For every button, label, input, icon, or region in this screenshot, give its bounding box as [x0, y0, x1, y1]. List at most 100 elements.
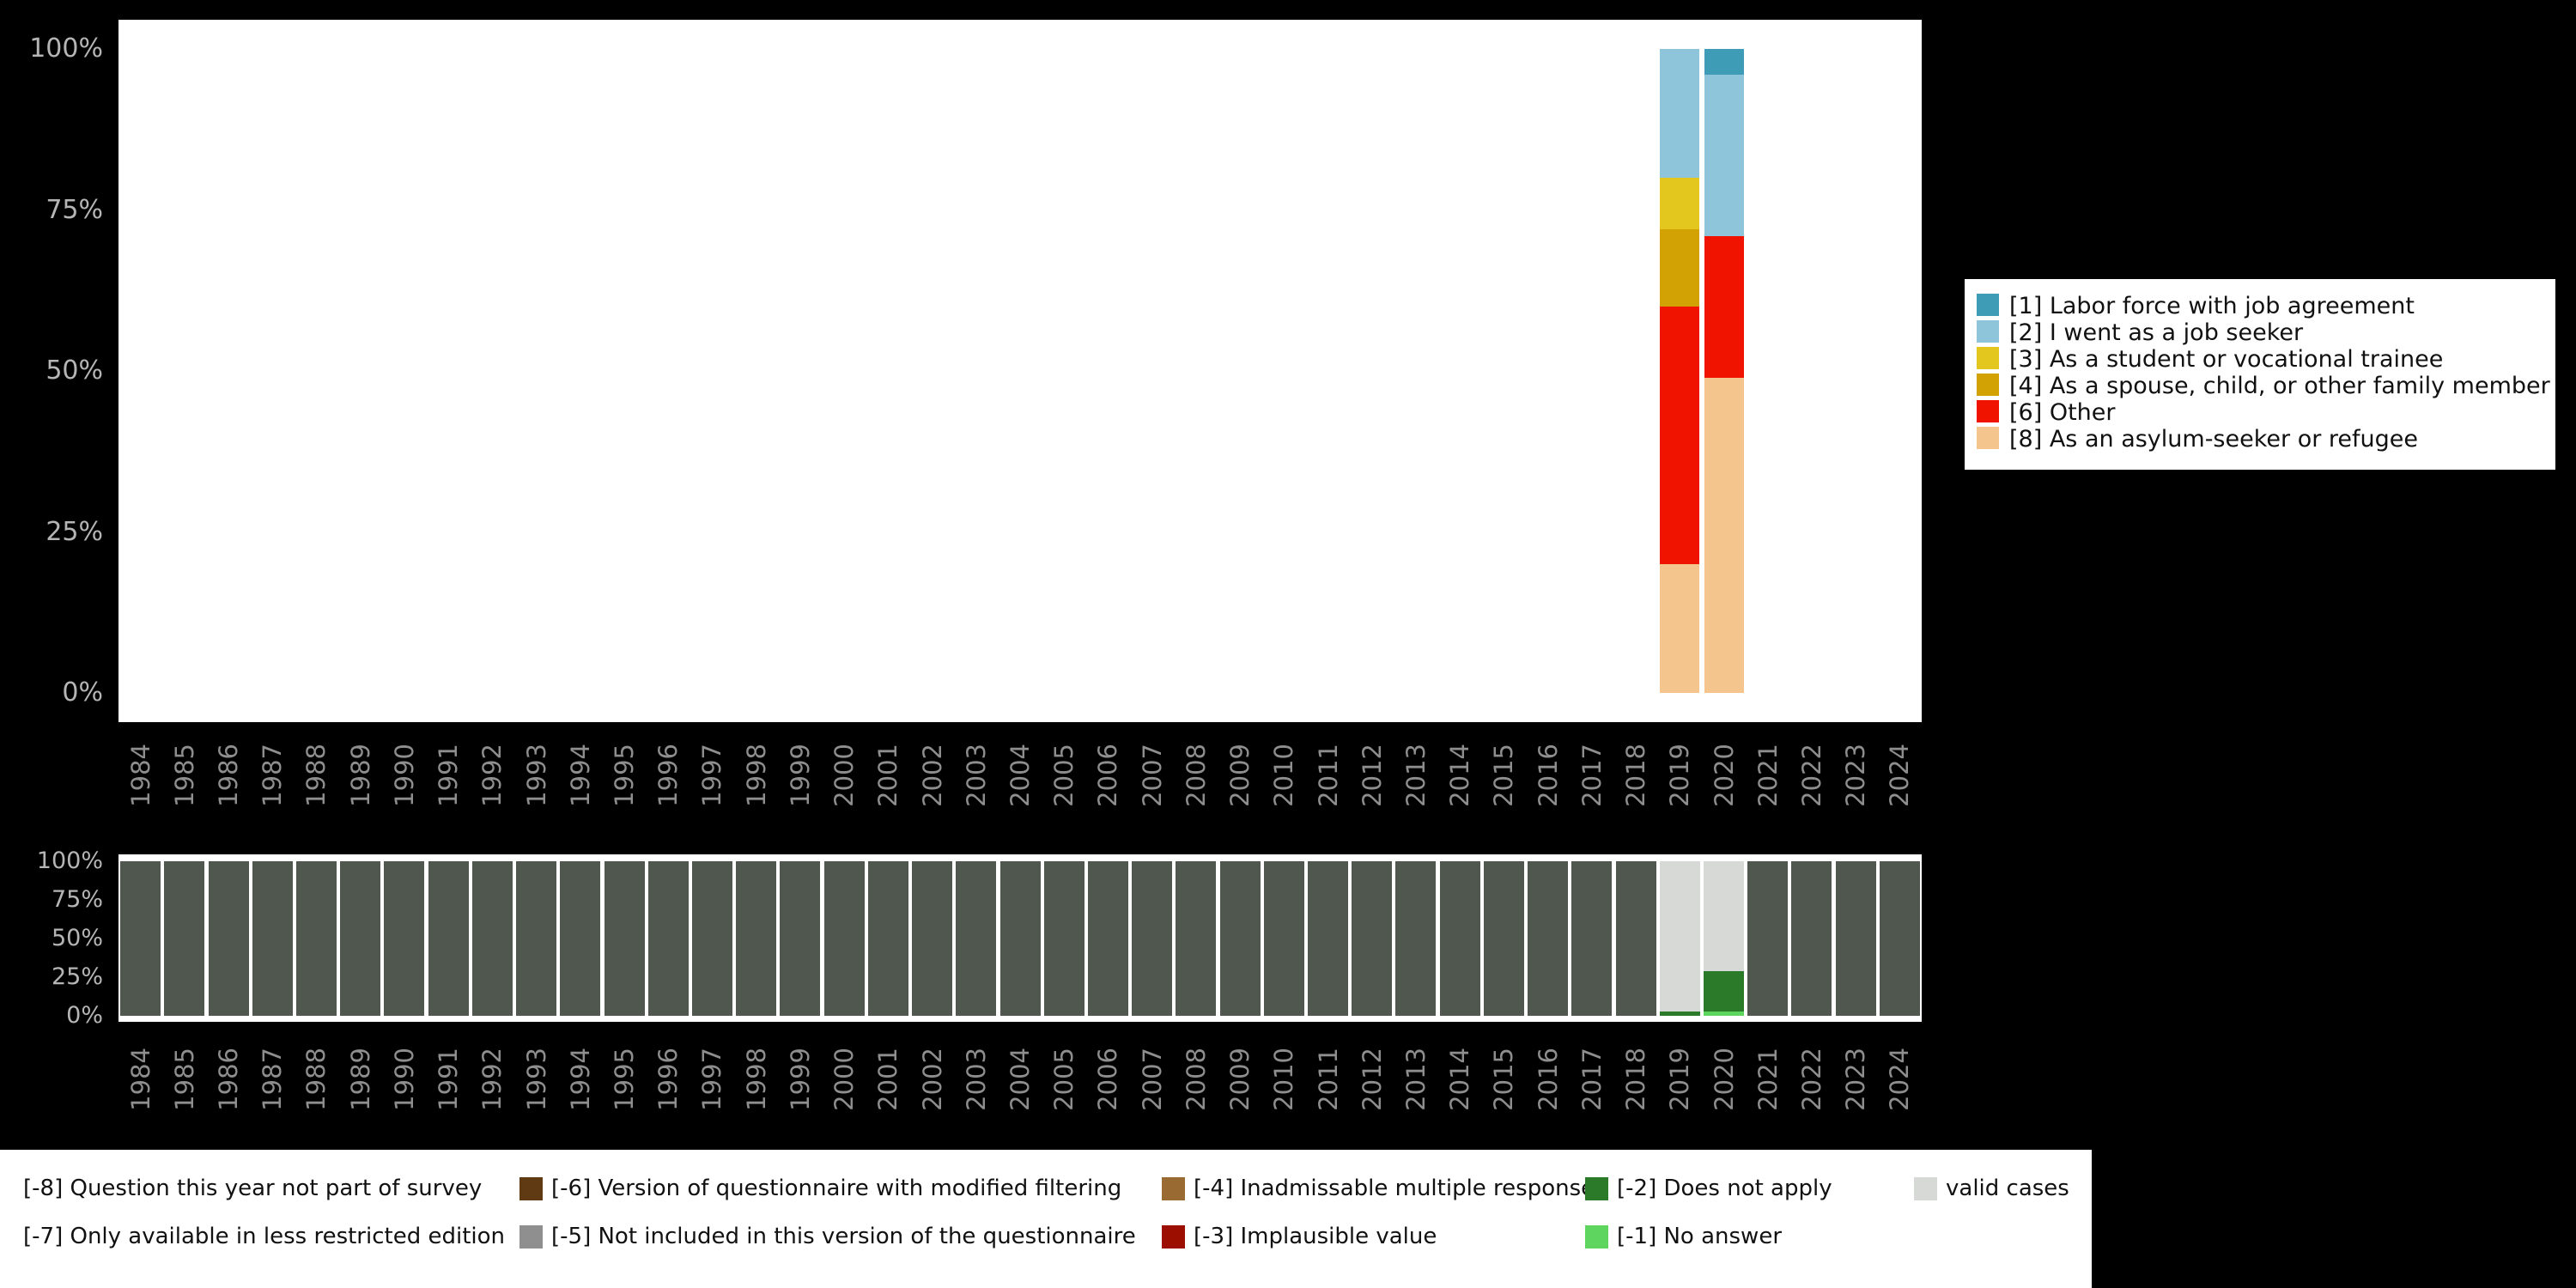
missings-y-tick-label: 100%: [36, 848, 103, 874]
missings-bar-segment: [340, 861, 381, 1016]
legend-swatch: [1977, 400, 1999, 422]
legend-label: [8] As an asylum-seeker or refugee: [2009, 426, 2418, 453]
missings-x-tick-label: 2016: [1533, 1048, 1563, 1111]
missings-bar-segment: [295, 861, 337, 1016]
legend-label: [2] I went as a job seeker: [2009, 319, 2304, 346]
missings-bar-segment: [384, 861, 425, 1016]
legend-swatch: [519, 1176, 543, 1200]
missings-bar-segment: [252, 861, 293, 1016]
missings-bar-segment: [1659, 1011, 1700, 1016]
answers-x-tick-label: 1992: [477, 744, 507, 807]
answers-x-tick-label: 2008: [1181, 744, 1211, 807]
missings-x-axis: 1984 1985 1986 1987 1988 1989 1990 1991 1992 1993…: [118, 1035, 1922, 1131]
missings-legend: [-8] Question this year not part of surv…: [0, 1150, 2092, 1288]
missings-bar-segment: [1659, 861, 1700, 1012]
missings-x-tick-label: 2010: [1269, 1048, 1299, 1111]
answers-legend-item: [8] As an asylum-seeker or refugee: [1977, 426, 2555, 453]
legend-swatch: [1977, 374, 1999, 396]
missings-bar-segment: [780, 861, 821, 1016]
missings-plot: [118, 854, 1922, 1022]
missings-bar-segment: [823, 861, 865, 1016]
missings-legend-item: [-2] Does not apply: [1585, 1176, 1914, 1201]
answers-x-tick-label: 1989: [345, 744, 375, 807]
missings-x-tick-label: 2021: [1753, 1048, 1783, 1111]
missings-x-tick-label: 1992: [477, 1048, 507, 1111]
answers-x-tick-label: 2020: [1709, 744, 1739, 807]
answers-y-tick-label: 100%: [29, 33, 103, 64]
missings-x-tick-label: 1984: [125, 1048, 155, 1111]
answers-y-tick-label: 50%: [46, 355, 103, 386]
missings-legend-item: [-6] Version of questionnaire with modif…: [519, 1176, 1162, 1201]
legend-swatch: [1585, 1176, 1608, 1200]
missings-bar-segment: [1835, 861, 1876, 1016]
missings-x-tick-label: 2012: [1357, 1048, 1387, 1111]
answers-legend-item: [4] As a spouse, child, or other family …: [1977, 373, 2555, 399]
answers-x-tick-label: 2017: [1577, 744, 1607, 807]
answers-y-tick-label: 75%: [46, 194, 103, 225]
answers-bar-segment: [1704, 75, 1744, 236]
missings-x-tick-label: 2019: [1665, 1048, 1695, 1111]
missings-bar-segment: [1483, 861, 1524, 1016]
answers-legend-item: [6] Other: [1977, 399, 2555, 426]
missings-x-tick-label: 2020: [1709, 1048, 1739, 1111]
answers-x-tick-label: 1985: [169, 744, 199, 807]
missings-bar-segment: [1263, 861, 1304, 1016]
missings-x-tick-label: 2017: [1577, 1048, 1607, 1111]
missings-bar-segment: [1219, 861, 1261, 1016]
missings-bar-segment: [1176, 861, 1217, 1016]
missings-bar-segment: [736, 861, 777, 1016]
answers-x-tick-label: 2019: [1665, 744, 1695, 807]
missings-bar-segment: [208, 861, 249, 1016]
answers-x-tick-label: 1990: [389, 744, 419, 807]
missings-bar-segment: [1132, 861, 1173, 1016]
missings-x-tick-label: 1997: [697, 1048, 727, 1111]
missings-legend-item: [-8] Question this year not part of surv…: [23, 1176, 519, 1201]
answers-x-tick-label: 2011: [1313, 744, 1343, 807]
missings-x-tick-label: 2013: [1400, 1048, 1431, 1111]
missings-x-tick-label: 1994: [565, 1048, 595, 1111]
legend-label: [-5] Not included in this version of the…: [551, 1224, 1136, 1249]
answers-bar-segment: [1704, 235, 1744, 378]
missings-x-tick-label: 2007: [1137, 1048, 1167, 1111]
missings-x-tick-label: 1993: [521, 1048, 551, 1111]
answers-legend-item: [1] Labor force with job agreement: [1977, 293, 2555, 319]
missings-x-tick-label: 2009: [1225, 1048, 1255, 1111]
answers-x-tick-label: 1994: [565, 744, 595, 807]
missings-bar-segment: [428, 861, 469, 1016]
missings-bar-segment: [1087, 861, 1128, 1016]
missings-x-tick-label: 2008: [1181, 1048, 1211, 1111]
missings-x-tick-label: 2004: [1005, 1048, 1035, 1111]
answers-bar-segment: [1704, 49, 1744, 75]
missings-bar-segment: [120, 861, 161, 1016]
missings-x-tick-label: 1986: [214, 1048, 244, 1111]
missings-bar-segment: [471, 861, 513, 1016]
missings-y-tick-label: 75%: [51, 886, 103, 913]
missings-x-tick-label: 2011: [1313, 1048, 1343, 1111]
missings-x-tick-label: 2018: [1621, 1048, 1651, 1111]
missings-y-tick-label: 50%: [51, 925, 103, 951]
missings-x-tick-label: 2015: [1489, 1048, 1519, 1111]
answers-bar-segment: [1704, 377, 1744, 693]
answers-x-tick-label: 1984: [125, 744, 155, 807]
answers-x-tick-label: 2018: [1621, 744, 1651, 807]
answers-y-tick-label: 0%: [62, 677, 103, 708]
missings-bar-segment: [912, 861, 953, 1016]
missings-x-tick-label: 2003: [961, 1048, 991, 1111]
missings-x-tick-label: 1996: [653, 1048, 683, 1111]
answers-x-tick-label: 1993: [521, 744, 551, 807]
missings-bar-segment: [1439, 861, 1480, 1016]
legend-label: [-7] Only available in less restricted e…: [23, 1224, 506, 1249]
missings-bar-segment: [604, 861, 645, 1016]
missings-legend-item: [-7] Only available in less restricted e…: [23, 1224, 519, 1249]
legend-label: [1] Labor force with job agreement: [2009, 293, 2415, 319]
missings-x-tick-label: 1985: [169, 1048, 199, 1111]
missings-bar-segment: [560, 861, 601, 1016]
missings-x-tick-label: 1995: [610, 1048, 640, 1111]
legend-swatch: [1162, 1224, 1185, 1249]
missings-legend-item: [-4] Inadmissable multiple response: [1162, 1176, 1585, 1201]
answers-x-tick-label: 2022: [1796, 744, 1826, 807]
answers-y-axis: 0% 25% 50% 75% 100%: [0, 0, 108, 773]
legend-swatch: [1977, 320, 1999, 343]
answers-x-tick-label: 2021: [1753, 744, 1783, 807]
missings-bar-segment: [516, 861, 557, 1016]
